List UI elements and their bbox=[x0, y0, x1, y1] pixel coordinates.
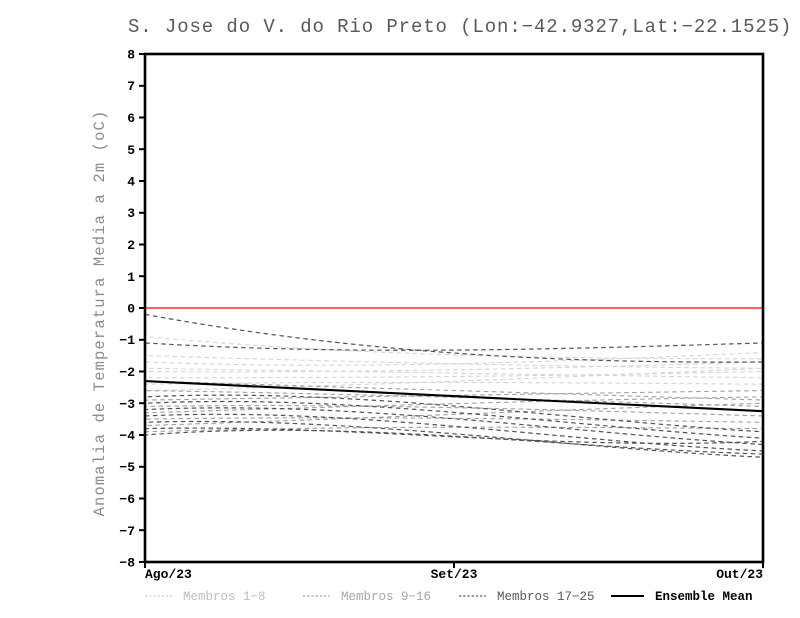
svg-text:Ago/23: Ago/23 bbox=[145, 567, 192, 582]
svg-text:Anomalia de Temperatura Media: Anomalia de Temperatura Media a 2m (oC) bbox=[91, 110, 109, 517]
svg-text:8: 8 bbox=[127, 48, 135, 63]
svg-text:−1: −1 bbox=[119, 333, 135, 348]
svg-text:−5: −5 bbox=[119, 460, 135, 475]
svg-text:Out/23: Out/23 bbox=[716, 567, 763, 582]
svg-text:Membros 1−8: Membros 1−8 bbox=[183, 590, 266, 604]
svg-text:1: 1 bbox=[127, 270, 135, 285]
svg-text:S. Jose do V. do Rio Preto (Lo: S. Jose do V. do Rio Preto (Lon:−42.9327… bbox=[128, 16, 792, 38]
svg-text:−6: −6 bbox=[119, 492, 135, 507]
svg-text:2: 2 bbox=[127, 238, 135, 253]
svg-text:−2: −2 bbox=[119, 365, 135, 380]
svg-text:−3: −3 bbox=[119, 397, 135, 412]
svg-text:Membros 17−25: Membros 17−25 bbox=[497, 590, 595, 604]
svg-text:0: 0 bbox=[127, 302, 135, 317]
svg-text:−4: −4 bbox=[119, 429, 135, 444]
svg-text:7: 7 bbox=[127, 79, 135, 94]
svg-text:Set/23: Set/23 bbox=[431, 567, 478, 582]
svg-text:−8: −8 bbox=[119, 556, 135, 571]
svg-text:3: 3 bbox=[127, 206, 135, 221]
svg-text:−7: −7 bbox=[119, 524, 135, 539]
svg-text:Membros 9−16: Membros 9−16 bbox=[341, 590, 431, 604]
svg-text:5: 5 bbox=[127, 143, 135, 158]
svg-text:Ensemble Mean: Ensemble Mean bbox=[655, 590, 753, 604]
svg-text:6: 6 bbox=[127, 111, 135, 126]
svg-text:4: 4 bbox=[127, 175, 135, 190]
